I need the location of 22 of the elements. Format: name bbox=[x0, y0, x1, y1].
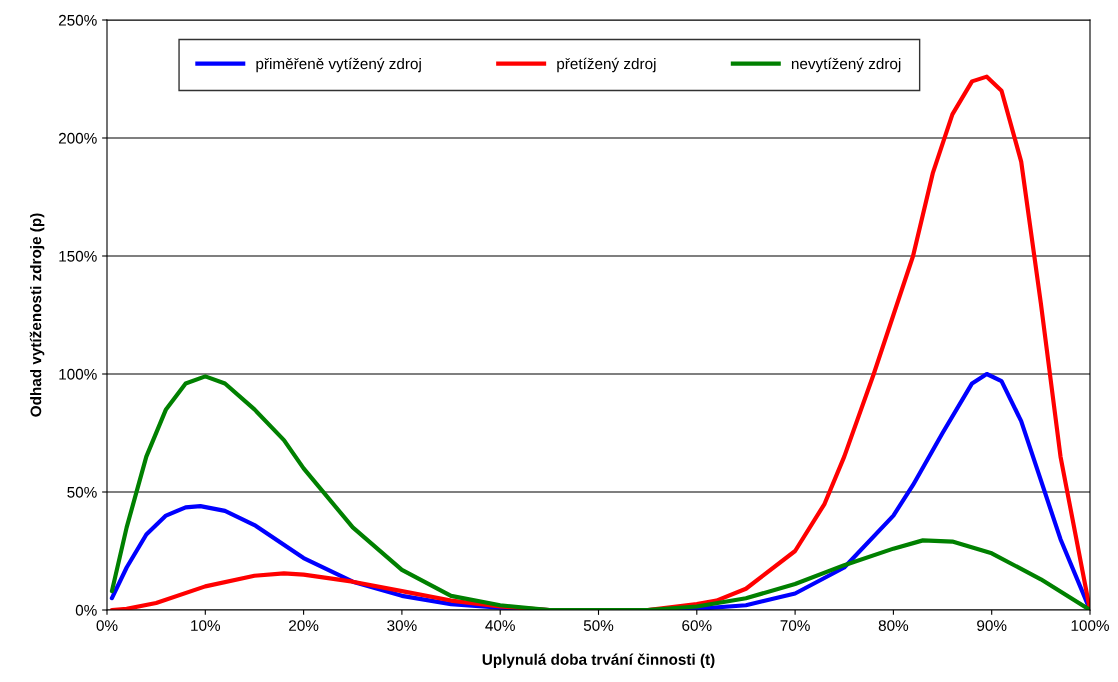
x-tick-label: 40% bbox=[485, 620, 515, 631]
y-axis-title: Odhad vytíženosti zdroje (p) bbox=[29, 213, 45, 417]
x-tick-label: 90% bbox=[977, 620, 1007, 631]
legend-label: nevytížený zdroj bbox=[791, 57, 901, 73]
y-tick-label: 50% bbox=[67, 486, 97, 498]
x-tick-label: 50% bbox=[583, 620, 614, 631]
y-tick-label: 200% bbox=[58, 132, 97, 144]
x-tick-label: 100% bbox=[1071, 620, 1109, 631]
x-tick-label: 0% bbox=[96, 620, 118, 631]
x-tick-label: 30% bbox=[387, 620, 417, 631]
x-tick-label: 20% bbox=[289, 620, 319, 631]
y-tick-label: 100% bbox=[59, 368, 97, 380]
legend-label: přetížený zdroj bbox=[557, 57, 656, 73]
legend-label: přiměřeně vytížený zdroj bbox=[256, 57, 421, 73]
y-tick-label: 250% bbox=[58, 14, 97, 26]
x-tick-label: 60% bbox=[682, 620, 712, 631]
y-tick-label: 150% bbox=[59, 250, 97, 262]
y-tick-label: 0% bbox=[75, 604, 97, 616]
x-tick-label: 70% bbox=[780, 620, 810, 631]
x-axis-title: Uplynulá doba trvání činnosti (t) bbox=[482, 653, 715, 668]
x-tick-label: 10% bbox=[191, 620, 221, 631]
x-tick-label: 80% bbox=[878, 620, 909, 631]
